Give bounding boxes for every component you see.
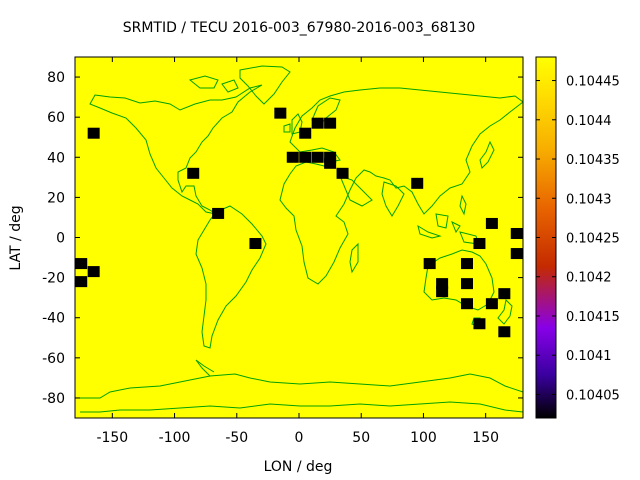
anomaly-cell [311, 117, 324, 129]
colorbar-tick-label: 0.1044 [566, 114, 612, 129]
anomaly-cell [324, 117, 337, 129]
anomaly-cell [299, 127, 312, 139]
anomaly-cell [473, 318, 486, 330]
colorbar-tick-label: 0.10415 [566, 310, 620, 325]
anomaly-cell [436, 278, 449, 290]
colorbar-tick-label: 0.1043 [566, 192, 612, 207]
anomaly-cell [212, 207, 225, 219]
coastline-british-isles [283, 113, 303, 135]
anomaly-cell [461, 278, 473, 290]
y-tick-label: 80 [47, 70, 65, 86]
y-axis: -80 -60 -40 -20 0 20 40 60 80 [42, 70, 523, 407]
y-tick-label: 40 [47, 150, 65, 166]
coastline-india [381, 181, 405, 217]
anomaly-cell [498, 326, 511, 338]
anomaly-cell [75, 258, 88, 270]
coastline-south-america [195, 205, 267, 349]
x-tick-label: -50 [225, 430, 248, 446]
colorbar-tick-label: 0.10435 [566, 153, 620, 168]
x-tick-label: 150 [472, 430, 499, 446]
map-plot-area [74, 56, 524, 419]
x-axis: -150 -100 -50 0 50 100 150 [96, 57, 499, 446]
anomaly-cell [485, 298, 498, 310]
anomaly-cell [336, 167, 349, 179]
coastline-japan [479, 140, 495, 169]
anomaly-cell [473, 238, 486, 250]
x-tick-label: -100 [159, 430, 191, 446]
y-axis-label: LAT / deg [8, 205, 24, 270]
coastline-antarctic-peninsula [195, 359, 215, 377]
x-tick-label: 50 [352, 430, 370, 446]
anomaly-cell [75, 276, 88, 288]
colorbar-tick-label: 0.1041 [566, 349, 612, 364]
anomaly-cell [299, 151, 312, 163]
anomaly-cell [187, 167, 200, 179]
anomaly-cells [75, 107, 523, 338]
colorbar-tick-label: 0.1042 [566, 271, 612, 286]
colorbar-ticks: 0.10405 0.1041 0.10415 0.1042 0.10425 0.1043 0… [536, 75, 620, 403]
anomaly-cell [249, 238, 262, 250]
y-tick-label: -40 [42, 311, 65, 327]
coastline-north-america [89, 84, 263, 215]
y-tick-label: -80 [42, 391, 65, 407]
anomaly-cell [436, 286, 449, 298]
anomaly-cell [461, 258, 473, 270]
coastline-australia [423, 249, 495, 311]
anomaly-cell [311, 151, 324, 163]
y-tick-label: -60 [42, 351, 65, 367]
colorbar-tick-label: 0.10425 [566, 232, 620, 247]
coastline-new-zealand [497, 298, 513, 325]
x-tick-label: 100 [410, 430, 437, 446]
anomaly-cell [423, 258, 436, 270]
anomaly-cell [498, 288, 511, 300]
anomaly-cell [485, 217, 498, 229]
x-tick-label: -150 [96, 430, 128, 446]
x-axis-label: LON / deg [264, 459, 333, 475]
anomaly-cell [87, 127, 100, 139]
colorbar-tick-label: 0.10405 [566, 388, 620, 403]
chart-title: SRMTID / TECU 2016-003_67980-2016-003_68… [123, 20, 476, 36]
coastline-philippines [459, 194, 467, 216]
coastline-greenland [239, 65, 291, 105]
y-tick-label: 0 [56, 231, 65, 247]
anomaly-cell [510, 227, 523, 239]
anomaly-cell [87, 266, 100, 278]
colorbar: 0.10405 0.1041 0.10415 0.1042 0.10425 0.1043 0… [535, 56, 620, 419]
anomaly-cell [411, 177, 424, 189]
anomaly-cell [286, 151, 299, 163]
coastline-arabia [339, 175, 373, 207]
y-tick-label: 20 [47, 190, 65, 206]
colorbar-tick-label: 0.10445 [566, 75, 620, 90]
anomaly-cell [274, 107, 287, 119]
coastline-arctic-islands [188, 75, 239, 93]
coastline-madagascar [349, 242, 359, 274]
y-tick-label: 60 [47, 110, 65, 126]
coastline-eurasia-africa [279, 87, 523, 285]
coastline-indonesia [417, 213, 479, 245]
anomaly-cell [461, 298, 473, 310]
anomaly-cell [510, 248, 523, 260]
anomaly-cell [324, 157, 337, 169]
anomaly-cell [324, 151, 337, 163]
coastlines [75, 65, 523, 413]
x-tick-label: 0 [295, 430, 304, 446]
y-tick-label: -20 [42, 271, 65, 287]
